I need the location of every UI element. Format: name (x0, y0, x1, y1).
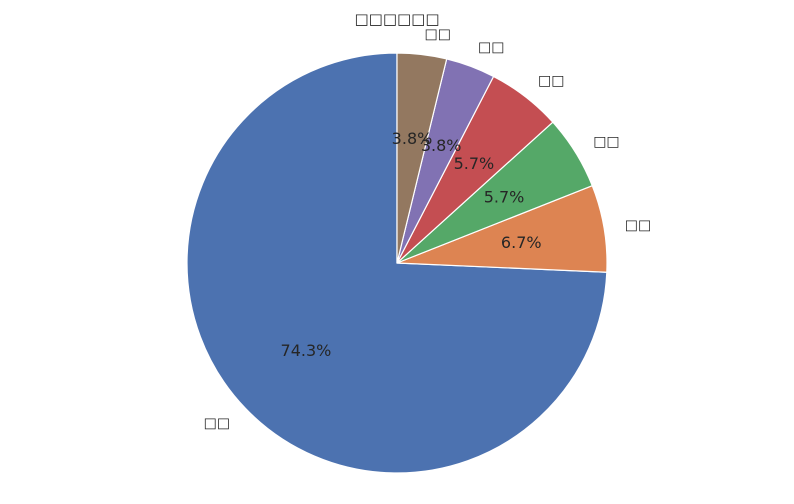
pie-slices (186, 52, 608, 474)
slice-category-label-3: □□ (593, 134, 619, 150)
slice-category-label-4: □□ (538, 73, 564, 89)
pie-labels: □□ 74.3% □□ 6.7% □□ 5.7% □□ 5.7% □□ 3.8% □□ 3.8% (204, 27, 652, 432)
slice-percent-label-2: 6.7% (501, 233, 542, 252)
slice-category-label-2: □□ (625, 218, 651, 234)
slice-percent-label-5: 3.8% (421, 136, 462, 155)
slice-percent-label-6: 3.8% (392, 129, 433, 148)
slice-category-label-6: □□ (425, 27, 451, 43)
slice-percent-label-4: 5.7% (454, 154, 495, 173)
slice-category-label-5: □□ (478, 40, 504, 56)
chart-title: □□□□□□ (354, 10, 439, 28)
slice-percent-label-3: 5.7% (484, 187, 525, 206)
slice-category-label-1: □□ (204, 416, 230, 432)
pie-slice-6 (396, 52, 448, 264)
slice-percent-label-1: 74.3% (281, 341, 332, 360)
